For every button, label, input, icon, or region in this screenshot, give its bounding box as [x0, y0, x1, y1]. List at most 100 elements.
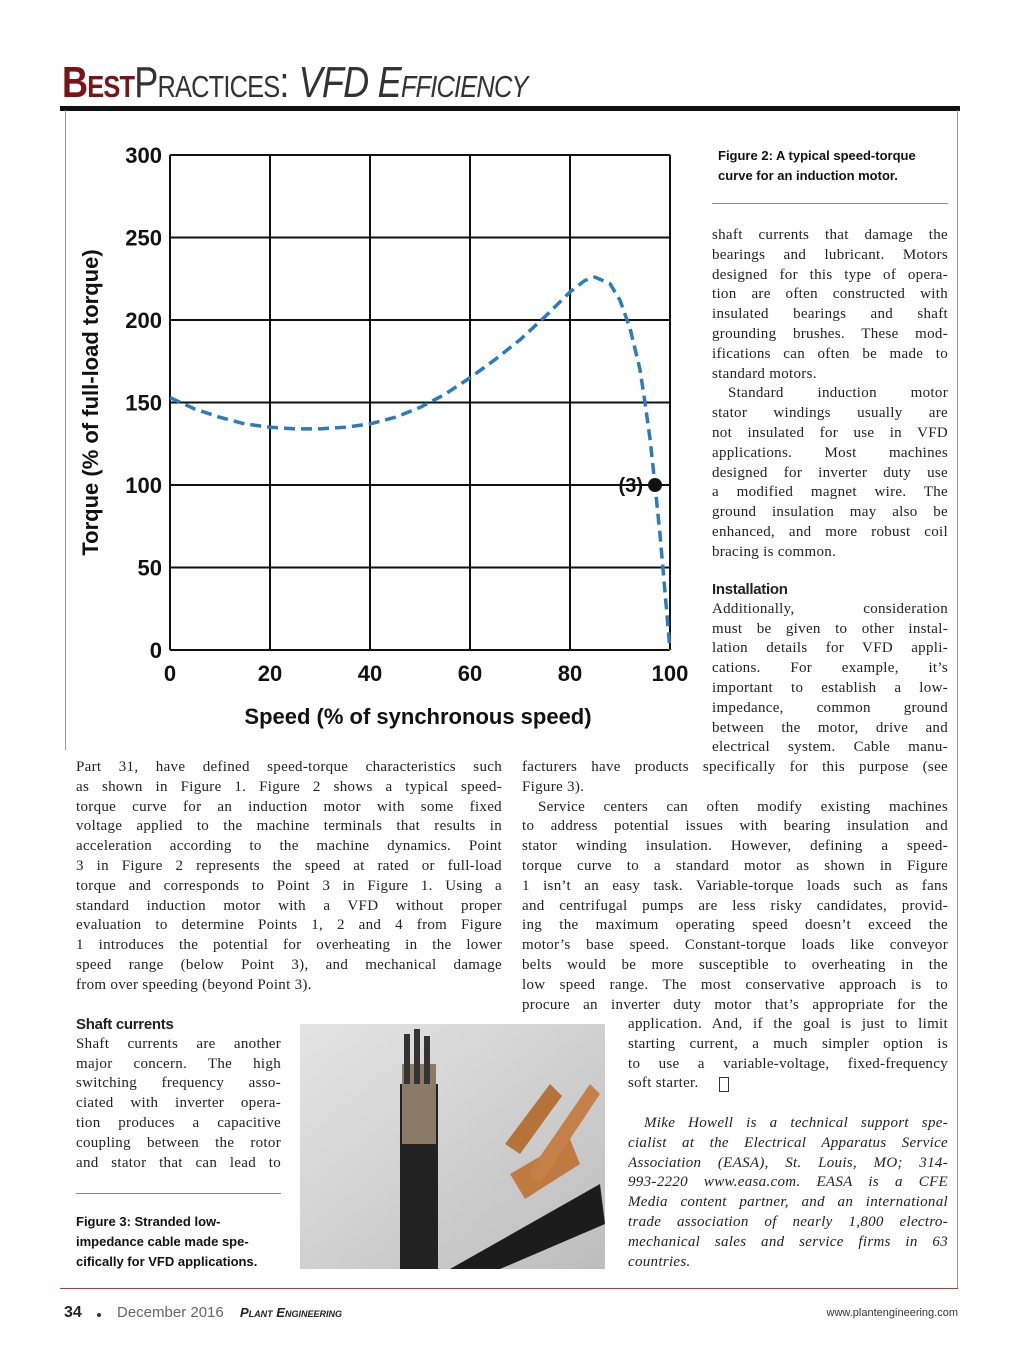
- text-line: countries.: [628, 1253, 691, 1270]
- y-tick-label: 250: [125, 226, 162, 251]
- text-line: Mike Howell is a technical support spe-: [644, 1115, 948, 1131]
- end-mark: [719, 1077, 729, 1092]
- text-line: cations. For example, it’s: [712, 660, 948, 677]
- text-line: ing the maximum operating speed doesn’t …: [522, 917, 948, 934]
- left-border: [65, 110, 66, 750]
- speed-torque-chart: 0 50 100 150 200 250 300 0 20 40 60 80 100 Speed (% o…: [78, 143, 689, 729]
- text-line: ifications can often be made to: [712, 345, 948, 362]
- y-tick-label: 100: [125, 473, 162, 498]
- text-line: bracing is common.: [712, 543, 837, 560]
- text-line: lation details for VFD appli-: [712, 640, 948, 657]
- right-border: [957, 110, 958, 1288]
- text-line: not insulated for use in VFD: [712, 425, 948, 441]
- y-tick-label: 150: [125, 391, 162, 416]
- text-line: as shown in Figure 1. Figure 2 shows a t…: [76, 778, 502, 795]
- text-line: motor’s base speed. Constant-torque load…: [522, 937, 948, 954]
- text-line: acceleration according to the machine dy…: [76, 838, 502, 855]
- text-line: applications. Most machines: [712, 444, 948, 461]
- y-tick-label: 0: [150, 638, 162, 663]
- text-line: enhanced, and more robust coil: [712, 524, 948, 540]
- page-header: BestPractices: VFD Efficiency: [62, 58, 528, 108]
- text-line: mechanical sales and service firms in 63: [628, 1233, 948, 1250]
- caption-line: curve for an induction motor.: [718, 168, 898, 183]
- text-line: speed range (below Point 3), and mechani…: [76, 957, 502, 973]
- x-tick-label: 40: [358, 661, 382, 686]
- header-light: Practices:: [134, 58, 289, 107]
- text-line: Service centers can often modify existin…: [538, 798, 948, 815]
- footer-url: www.plantengineering.com: [826, 1307, 958, 1319]
- text-line: from over speeding (beyond Point 3).: [76, 976, 312, 993]
- footer-date: December 2016: [117, 1304, 224, 1321]
- text-line: a modified magnet wire. The: [712, 484, 948, 501]
- caption-line: Figure 3: Stranded low-: [76, 1214, 221, 1229]
- text-line: Figure 3).: [522, 778, 585, 795]
- y-axis-label: Torque (% of full-load torque): [78, 249, 103, 555]
- text-line: torque curve to a standard motor as show…: [522, 858, 948, 874]
- text-line: starting current, a much simpler option …: [628, 1035, 948, 1052]
- cable-photo: [300, 1024, 605, 1269]
- x-tick-label: 100: [652, 661, 689, 686]
- text-line: must be given to other instal-: [712, 620, 948, 637]
- y-tick-label: 200: [125, 308, 162, 333]
- text-line: cialist at the Electrical Apparatus Serv…: [628, 1134, 948, 1151]
- section-heading: Installation: [712, 581, 788, 598]
- caption-rule: [712, 203, 948, 204]
- text-line: designed for inverter duty use: [712, 464, 948, 481]
- text-line: important to establish a low-: [712, 680, 948, 696]
- text-line: standard motors.: [712, 365, 817, 382]
- text-line: procure an inverter duty motor that’s ap…: [522, 996, 948, 1013]
- text-line: low speed range. The most conservative a…: [522, 976, 948, 993]
- figure2-caption: Figure 2: A typical speed-torque curve f…: [718, 146, 954, 186]
- text-line: 3 in Figure 2 represents the speed at ra…: [76, 858, 502, 874]
- text-line: coupling between the rotor: [76, 1134, 281, 1151]
- caption-line: impedance cable made spe-: [76, 1234, 249, 1249]
- annotation-label: (3): [619, 475, 643, 497]
- text-line: 1 introduces the potential for overheati…: [76, 937, 502, 954]
- text-line: voltage applied to the machine terminals…: [76, 818, 502, 835]
- x-axis-label: Speed (% of synchronous speed): [244, 704, 591, 729]
- annotation-point: [648, 478, 662, 492]
- caption-rule: [76, 1193, 281, 1194]
- text-line: 1 isn’t an easy task. Variable-torque lo…: [522, 877, 948, 894]
- text-line: grounding brushes. These mod-: [712, 326, 948, 342]
- text-line: major concern. The high: [76, 1055, 281, 1072]
- text-line: electrical system. Cable manu-: [712, 739, 948, 756]
- y-tick-label: 300: [125, 143, 162, 168]
- text-line: standard induction motor with a VFD with…: [76, 897, 502, 914]
- text-line: and stator that can lead to: [76, 1154, 281, 1171]
- text-line: bearings and lubricant. Motors: [712, 246, 948, 263]
- text-line: insulated bearings and shaft: [712, 306, 948, 323]
- text-line: tion are often constructed with: [712, 286, 948, 303]
- text-line: stator windings usually are: [712, 405, 948, 422]
- text-line: shaft currents that damage the: [712, 227, 948, 243]
- text-line: tion produces a capacitive: [76, 1115, 281, 1131]
- text-line: switching frequency asso-: [76, 1075, 281, 1092]
- text-line: Additionally, consideration: [712, 600, 948, 617]
- text-line: designed for this type of opera-: [712, 266, 948, 283]
- footer-bullet: [97, 1313, 101, 1317]
- text-line: facturers have products specifically for…: [522, 759, 948, 775]
- text-line: torque and corresponds to Point 3 in Fig…: [76, 877, 502, 894]
- text-line: 993-2220 www.easa.com. EASA is a CFE: [628, 1174, 948, 1191]
- text-line: between the motor, drive and: [712, 719, 948, 736]
- header-rule: [60, 106, 960, 111]
- text-line: Shaft currents are another: [76, 1035, 281, 1052]
- footer-page: 34: [64, 1304, 82, 1321]
- caption-line: cifically for VFD applications.: [76, 1254, 258, 1269]
- text-line: belts would be more susceptible to overh…: [522, 957, 948, 973]
- header-italic: VFD Efficiency: [298, 58, 529, 107]
- text-line: Association (EASA), St. Louis, MO; 314-: [628, 1154, 948, 1171]
- text-line: ground insulation may also be: [712, 504, 948, 521]
- text-line: Standard induction motor: [728, 385, 948, 402]
- text-line: torque curve for an induction motor with…: [76, 798, 502, 815]
- text-line: trade association of nearly 1,800 electr…: [628, 1214, 948, 1230]
- y-tick-label: 50: [138, 556, 162, 581]
- footer-rule: [60, 1288, 958, 1289]
- footer-magazine: Plant Engineering: [240, 1305, 342, 1320]
- text-line: stator winding insulation. However, defi…: [522, 838, 948, 855]
- x-tick-label: 60: [458, 661, 482, 686]
- text-line: ciated with inverter opera-: [76, 1095, 281, 1112]
- text-line: and centrifugal pumps are less risky can…: [522, 897, 948, 914]
- x-tick-label: 0: [164, 661, 176, 686]
